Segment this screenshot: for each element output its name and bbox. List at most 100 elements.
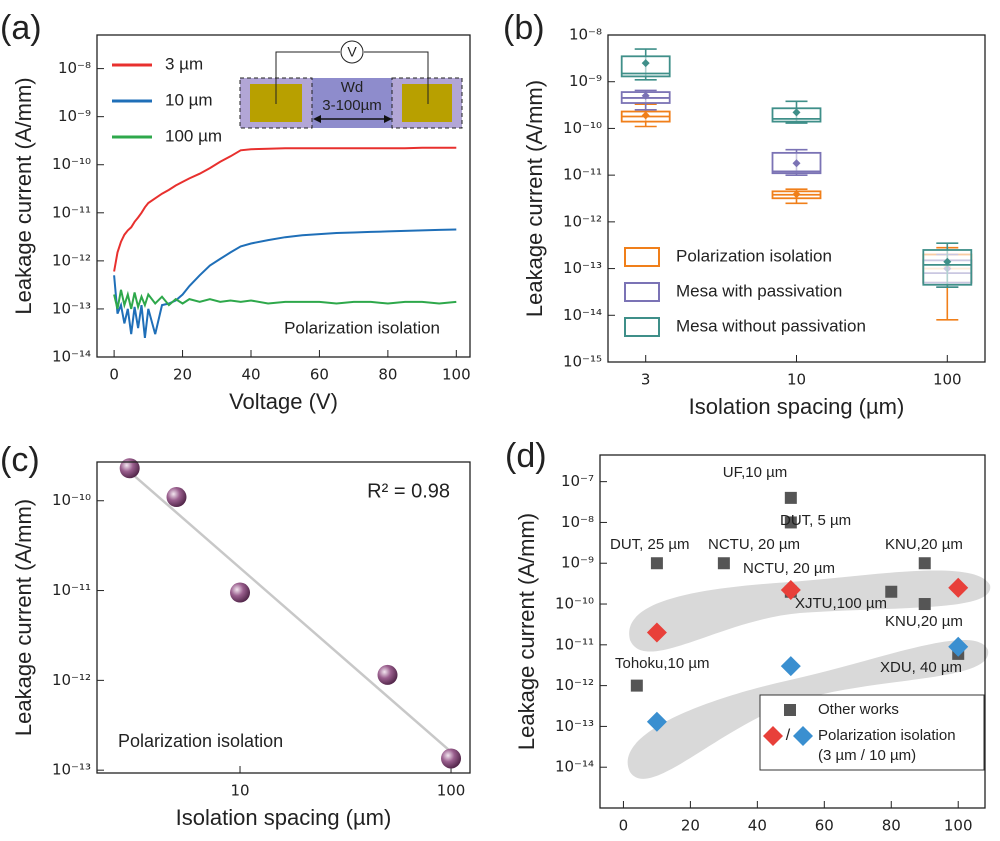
x-axis-title: Isolation spacing (µm)	[689, 394, 905, 419]
legend-label: 10 µm	[165, 90, 213, 109]
legend-label: Mesa without passivation	[676, 316, 866, 335]
point	[948, 577, 969, 598]
point	[650, 557, 663, 570]
y-tick-label: 10⁻⁸	[58, 59, 91, 77]
legend-swatch	[624, 317, 660, 337]
y-tick-label: 10⁻¹³	[555, 717, 594, 735]
annotation: XJTU,100 µm	[795, 595, 887, 612]
x-tick-label: 100	[442, 366, 471, 384]
inset-meter	[340, 40, 364, 64]
annotation: Polarization isolation	[118, 731, 283, 751]
y-tick-label: 10⁻¹¹	[52, 581, 91, 599]
point	[784, 516, 797, 529]
y-tick-label: 10⁻¹²	[555, 676, 594, 694]
point	[441, 748, 462, 769]
data-line	[113, 289, 457, 311]
annotation: KNU,20 µm	[885, 613, 963, 630]
y-tick-label: 10⁻¹¹	[563, 166, 602, 184]
y-tick-label: 10⁻¹⁴	[563, 306, 602, 324]
box	[922, 249, 973, 286]
y-tick-label: 10⁻¹⁵	[563, 353, 602, 371]
inset-label: 3-100µm	[322, 97, 382, 114]
inset-electrode	[402, 84, 452, 122]
plot-frame	[96, 34, 471, 358]
x-tick-label: 100	[933, 371, 962, 389]
annotation: DUT, 25 µm	[610, 536, 690, 553]
y-axis-title: Leakage current (A/mm)	[514, 513, 539, 750]
x-tick-label: 20	[681, 817, 700, 835]
legend-note: (3 µm / 10 µm)	[818, 747, 916, 764]
mean	[792, 108, 801, 117]
data-line	[113, 146, 457, 272]
panel-label: (b)	[503, 9, 545, 47]
plot-frame	[607, 34, 986, 363]
inset-wire	[364, 51, 429, 104]
y-tick-label: 10⁻¹²	[52, 671, 91, 689]
trend-band	[629, 570, 991, 652]
y-tick-label: 10⁻⁷	[561, 472, 594, 490]
point	[166, 487, 187, 508]
legend-label: Mesa with passivation	[676, 281, 842, 300]
x-tick-label: 100	[944, 817, 973, 835]
x-axis-title: Voltage (V)	[738, 840, 847, 841]
y-tick-label: 10⁻¹⁰	[52, 155, 91, 173]
legend-swatch	[624, 282, 660, 302]
x-tick-label: 0	[109, 366, 119, 384]
annotation: UF,10 µm	[723, 464, 788, 481]
y-axis-title: Leakage current (A/mm)	[11, 499, 36, 736]
y-axis-title: Leakage current (A/mm)	[11, 77, 36, 314]
legend-swatch	[624, 247, 660, 267]
y-tick-label: 10⁻⁸	[561, 513, 594, 531]
panel-label: (c)	[0, 441, 40, 479]
x-tick-label: 80	[882, 817, 901, 835]
annotation: Tohoku,10 µm	[615, 655, 710, 672]
point	[717, 557, 730, 570]
panel-label: (d)	[505, 437, 547, 475]
mean	[792, 190, 801, 199]
legend-label: 3 µm	[165, 54, 203, 73]
y-tick-label: 10⁻¹¹	[555, 635, 594, 653]
point	[784, 491, 797, 504]
y-tick-label: 10⁻¹⁰	[555, 595, 594, 613]
x-tick-label: 40	[748, 817, 767, 835]
point	[780, 656, 801, 677]
legend-label: Polarization isolation	[818, 727, 956, 744]
trend-band	[627, 640, 989, 779]
inset-diagram	[239, 40, 463, 129]
x-tick-label: 60	[310, 366, 329, 384]
y-tick-label: 10⁻¹⁴	[52, 348, 91, 366]
legend-swatch	[763, 726, 783, 746]
data-line	[113, 228, 457, 339]
y-axis-title: Leakage current (A/mm)	[522, 80, 547, 317]
annotation: XDU, 40 µm	[880, 659, 962, 676]
fit-line	[128, 470, 452, 753]
annotation: DUT, 5 µm	[780, 512, 851, 529]
inset-label: V	[347, 44, 357, 60]
x-axis-title: Isolation spacing (µm)	[176, 805, 392, 830]
y-tick-label: 10⁻¹⁰	[563, 119, 602, 137]
annotation: NCTU, 20 µm	[708, 536, 800, 553]
point	[377, 664, 398, 685]
mean	[792, 159, 801, 168]
point	[646, 711, 667, 732]
inset-label: Wd	[341, 79, 364, 96]
point	[948, 636, 969, 657]
annotation: R² = 0.98	[367, 480, 450, 502]
x-tick-label: 0	[619, 817, 629, 835]
legend-separator: /	[786, 727, 791, 744]
y-tick-label: 10⁻⁹	[561, 554, 594, 572]
y-tick-label: 10⁻¹³	[52, 299, 91, 317]
x-tick-label: 100	[437, 782, 466, 800]
x-tick-label: 40	[241, 366, 260, 384]
legend-swatch	[793, 726, 813, 746]
y-tick-label: 10⁻⁹	[58, 107, 91, 125]
point	[918, 598, 931, 611]
y-tick-label: 10⁻¹²	[563, 212, 602, 230]
inset-arrowhead	[313, 115, 321, 123]
inset-wire	[275, 51, 340, 104]
y-tick-label: 10⁻⁸	[569, 26, 602, 44]
annotation: NCTU, 20 µm	[743, 560, 835, 577]
annotation: Polarization isolation	[284, 318, 440, 337]
